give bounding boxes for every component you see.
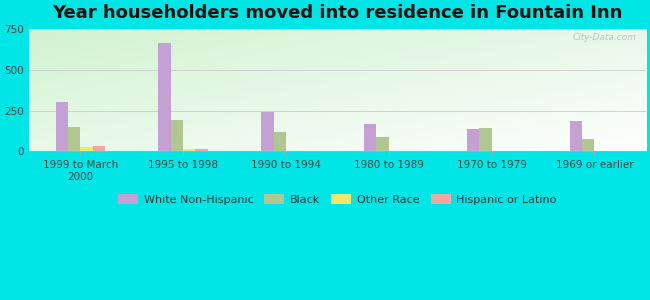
Bar: [261, 112, 274, 151]
Bar: [364, 124, 376, 151]
Bar: [68, 127, 80, 151]
Bar: [274, 132, 286, 151]
Text: City-Data.com: City-Data.com: [573, 33, 636, 42]
Bar: [196, 149, 208, 151]
Title: Year householders moved into residence in Fountain Inn: Year householders moved into residence i…: [52, 4, 623, 22]
Bar: [92, 146, 105, 151]
Bar: [582, 139, 594, 151]
Bar: [376, 136, 389, 151]
Legend: White Non-Hispanic, Black, Other Race, Hispanic or Latino: White Non-Hispanic, Black, Other Race, H…: [114, 190, 561, 209]
Bar: [479, 128, 491, 151]
Bar: [55, 102, 68, 151]
Bar: [80, 147, 92, 151]
Bar: [570, 121, 582, 151]
Bar: [183, 149, 196, 151]
Bar: [467, 129, 479, 151]
Bar: [159, 43, 171, 151]
Bar: [171, 120, 183, 151]
